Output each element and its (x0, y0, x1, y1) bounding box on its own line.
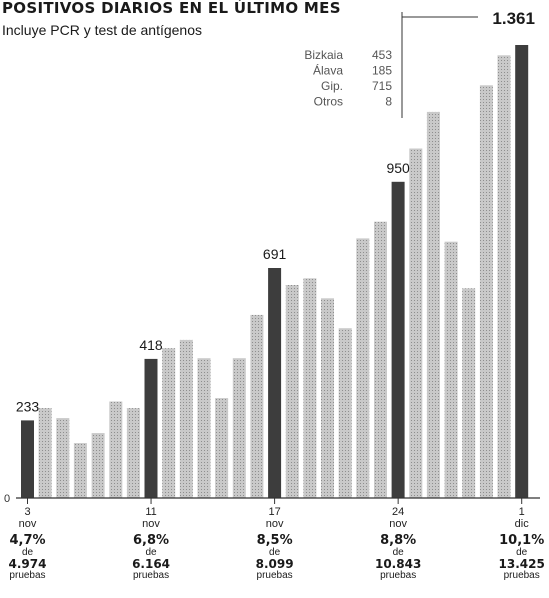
tests-count: 8.099 (255, 557, 294, 572)
positivity-rate: 8,8% (380, 533, 417, 548)
x-tick-label-month: nov (266, 518, 284, 530)
bar (426, 111, 440, 499)
x-tick-label-day: 11 (145, 506, 156, 518)
positivity-rate: 4,7% (9, 533, 46, 548)
positivity-stat: 8,8% de 10.843 pruebas (363, 534, 433, 581)
breakdown-label: Otros (314, 95, 343, 109)
bar (250, 314, 264, 498)
y-zero-label: 0 (4, 493, 10, 505)
bar-highlight (515, 45, 529, 498)
positivity-stat: 6,8% de 6.164 pruebas (116, 534, 186, 581)
bar (109, 401, 123, 498)
tests-unit: pruebas (380, 569, 417, 581)
data-label: 418 (139, 337, 163, 353)
bar (356, 238, 370, 498)
breakdown-value: 185 (372, 64, 392, 78)
stat-connector: de (516, 546, 528, 558)
x-tick-label-month: nov (142, 518, 160, 530)
bar (38, 408, 52, 498)
bar (162, 348, 176, 498)
breakdown-value: 715 (372, 79, 392, 93)
tests-unit: pruebas (256, 569, 293, 581)
x-tick-label-day: 3 (24, 506, 30, 518)
bar (303, 278, 317, 498)
bar (126, 408, 140, 498)
stat-connector: de (269, 546, 281, 558)
bar-highlight (144, 358, 158, 498)
bar-highlight (21, 420, 34, 498)
positivity-rate: 8,5% (256, 533, 293, 548)
stat-connector: de (392, 546, 404, 558)
bar-highlight (268, 268, 282, 498)
breakdown-value: 8 (385, 95, 392, 109)
positivity-rate: 6,8% (133, 533, 170, 548)
bar (338, 328, 352, 498)
x-tick-label-day: 24 (392, 506, 404, 518)
positivity-stat: 4,7% de 4.974 pruebas (0, 534, 63, 581)
bar (285, 285, 299, 498)
data-label: 1.361 (492, 9, 535, 28)
x-tick-label-month: nov (19, 518, 37, 530)
chart-title: POSITIVOS DIARIOS EN EL ÚLTIMO MES (2, 0, 341, 17)
bar (462, 288, 476, 498)
positivity-rate: 10,1% (499, 533, 545, 548)
tests-count: 13.425 (498, 557, 545, 572)
bar (56, 418, 70, 498)
tests-count: 4.974 (8, 557, 47, 572)
bar (197, 358, 211, 498)
data-label: 950 (386, 160, 410, 176)
breakdown-label: Gip. (321, 79, 343, 93)
bar (91, 433, 105, 498)
stat-connector: de (21, 546, 34, 558)
x-tick-label-day: 17 (268, 506, 280, 518)
bar (374, 221, 387, 498)
x-tick-label-month: nov (389, 518, 407, 530)
bar (179, 339, 193, 498)
data-label: 691 (263, 246, 287, 262)
bar (232, 358, 246, 498)
bar (479, 85, 493, 499)
tests-unit: pruebas (503, 569, 540, 581)
stat-connector: de (145, 546, 157, 558)
bar (497, 55, 511, 499)
bar-highlight (391, 181, 405, 499)
positivity-stat: 10,1% de 13.425 pruebas (487, 534, 549, 581)
breakdown-table: Bizkaia 453 Álava 185 Gip. 715 Otros 8 (304, 12, 478, 118)
bar (215, 398, 229, 498)
tests-count: 6.164 (132, 557, 171, 572)
tests-unit: pruebas (132, 569, 170, 581)
bar (409, 148, 423, 498)
bar (444, 241, 458, 498)
bars-group (21, 45, 529, 499)
data-label: 233 (16, 398, 40, 414)
x-tick-label-month: dic (515, 518, 530, 530)
tests-count: 10.843 (374, 557, 422, 572)
breakdown-value: 453 (372, 48, 392, 62)
chart-subtitle: Incluye PCR y test de antígenos (2, 22, 202, 38)
x-tick-label-day: 1 (519, 506, 525, 518)
bar (321, 298, 334, 498)
bar (73, 443, 87, 498)
data-labels-group: 233 418 691 950 1.361 (16, 9, 535, 414)
positivity-stat: 8,5% de 8.099 pruebas (240, 534, 310, 581)
breakdown-label: Bizkaia (304, 48, 343, 62)
tests-unit: pruebas (9, 569, 46, 581)
breakdown-label: Álava (313, 63, 343, 78)
